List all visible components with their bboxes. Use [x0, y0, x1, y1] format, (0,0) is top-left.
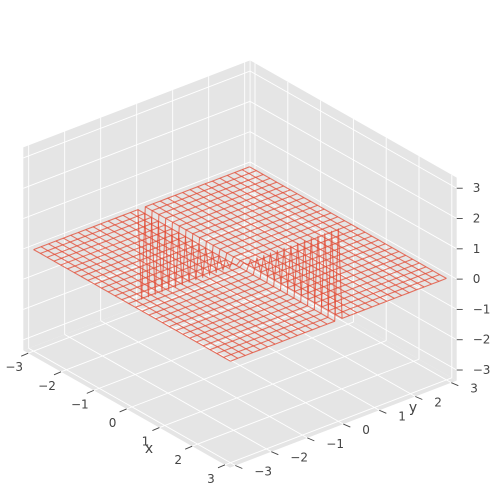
- z-tick-label: 1: [473, 242, 481, 256]
- grid-floor-y: [28, 347, 236, 466]
- x-tick: [217, 464, 226, 469]
- wire-line-y: [48, 243, 246, 356]
- y-axis-label: y: [409, 400, 417, 416]
- z-tick-label: −3: [473, 363, 491, 377]
- grid-sidewall-z: [23, 252, 251, 341]
- y-tick: [307, 437, 315, 442]
- grid-backwall-z: [249, 222, 457, 341]
- grid-floor-y: [100, 320, 308, 439]
- wire-line-y: [100, 223, 298, 336]
- grid-backwall-z: [249, 70, 457, 189]
- wire-line-y: [122, 214, 321, 328]
- z-tick-label: 2: [473, 212, 481, 226]
- y-tick-label: −2: [290, 451, 308, 465]
- wire-line-y: [85, 229, 283, 342]
- wire-line-y: [130, 212, 328, 325]
- wire-line-y: [152, 203, 350, 316]
- z-tick-label: 0: [473, 272, 481, 286]
- y-tick: [379, 409, 387, 414]
- x-tick-label: 3: [207, 472, 215, 484]
- y-tick-label: −3: [254, 465, 272, 479]
- x-tick: [185, 445, 193, 450]
- wire-line-y: [55, 240, 253, 354]
- grid-sidewall-z: [23, 161, 251, 250]
- y-tick: [235, 465, 243, 469]
- wire-line-y: [107, 220, 306, 334]
- wire-line-y: [159, 200, 358, 314]
- grid-backwall-z: [249, 252, 457, 371]
- wire-line-y: [33, 249, 231, 362]
- x-tick-label: −1: [71, 397, 89, 411]
- x-tick: [119, 408, 127, 413]
- wire-line-y: [204, 183, 402, 296]
- x-tick: [53, 371, 62, 376]
- wire-line-y: [219, 177, 417, 291]
- x-tick: [86, 389, 94, 394]
- y-tick-label: 1: [398, 409, 406, 423]
- grid-floor-y: [64, 334, 272, 453]
- x-tick-label: −3: [5, 360, 23, 374]
- x-axis-label: x: [145, 441, 153, 457]
- y-tick: [451, 382, 459, 387]
- wire-line-y: [227, 174, 425, 288]
- grid-floor-y: [244, 265, 452, 384]
- wire-line-y: [189, 189, 388, 302]
- y-tick-label: 3: [470, 382, 478, 396]
- y-tick-label: −1: [326, 437, 344, 451]
- wire-line-y: [145, 206, 343, 319]
- wire-line-y: [70, 234, 268, 348]
- wire-line-y: [234, 172, 432, 285]
- x-tick-label: −2: [38, 379, 56, 393]
- axes-ticks: −3 −2 −1 0 1 2 3 −3 −2 −1 0 1 2 3 −3 −2 −1 0 1 2 3: [5, 181, 490, 484]
- y-tick: [343, 423, 351, 428]
- y-tick: [271, 451, 279, 456]
- wire-line-y: [78, 232, 276, 345]
- x-tick: [21, 352, 29, 357]
- grid-backwall-z: [249, 100, 457, 219]
- wireframe-surface: [33, 166, 447, 362]
- x-tick-label: 0: [109, 416, 117, 430]
- grid-backwall-z: [249, 131, 457, 250]
- grid-sidewall-z: [23, 131, 251, 220]
- y-tick-label: 2: [434, 396, 442, 410]
- wire-line-y: [174, 194, 373, 308]
- wire-line-y: [63, 237, 261, 351]
- grid-backwall-z: [249, 161, 457, 280]
- wire-line-y: [137, 209, 335, 322]
- grid-sidewall-z: [23, 70, 251, 159]
- wire-line-y: [197, 186, 395, 299]
- wire-line-y: [115, 217, 313, 331]
- x-tick-label: 2: [174, 453, 182, 467]
- wire-line-y: [249, 166, 447, 279]
- wire-line-y: [40, 246, 239, 359]
- z-tick-label: −1: [473, 302, 491, 316]
- wire-line-y: [167, 197, 365, 311]
- wire-line-y: [182, 192, 380, 305]
- x-tick-label: 1: [142, 435, 150, 449]
- y-tick: [415, 396, 423, 400]
- grid-sidewall-z: [23, 100, 251, 189]
- x-tick: [152, 427, 160, 431]
- wire-line-y: [241, 169, 440, 282]
- y-tick-label: 0: [362, 423, 370, 437]
- wire-line-y: [92, 226, 291, 339]
- wire-line-y: [212, 180, 410, 294]
- z-tick-label: 3: [473, 181, 481, 195]
- z-tick-label: −2: [473, 333, 491, 347]
